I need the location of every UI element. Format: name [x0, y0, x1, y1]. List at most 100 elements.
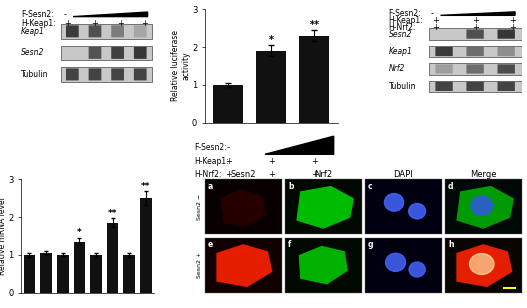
Text: *: *: [77, 228, 82, 237]
Ellipse shape: [471, 196, 493, 215]
FancyBboxPatch shape: [89, 25, 101, 37]
FancyBboxPatch shape: [61, 46, 152, 60]
FancyBboxPatch shape: [111, 68, 124, 80]
Polygon shape: [73, 12, 148, 17]
Text: F-Sesn2:: F-Sesn2:: [194, 143, 227, 152]
Text: Tubulin: Tubulin: [21, 70, 48, 79]
Bar: [107, 223, 119, 293]
FancyBboxPatch shape: [428, 46, 522, 57]
Text: *: *: [269, 35, 274, 45]
FancyBboxPatch shape: [134, 47, 147, 59]
FancyBboxPatch shape: [466, 82, 484, 91]
Text: Sesn2: Sesn2: [21, 48, 44, 57]
Ellipse shape: [409, 262, 425, 277]
Y-axis label: Relative mRNA level: Relative mRNA level: [0, 197, 7, 275]
Text: +: +: [225, 156, 232, 166]
Text: Sesn2: Sesn2: [388, 30, 412, 38]
Polygon shape: [441, 12, 515, 15]
Text: +: +: [472, 23, 479, 32]
Text: +: +: [91, 19, 97, 28]
FancyBboxPatch shape: [435, 47, 453, 56]
Text: H-Nrf2:: H-Nrf2:: [388, 23, 416, 32]
Ellipse shape: [470, 253, 494, 274]
Text: F-Sesn2:: F-Sesn2:: [388, 9, 421, 18]
Text: h: h: [448, 240, 453, 249]
Bar: [57, 255, 69, 293]
Text: Keap1: Keap1: [21, 27, 45, 36]
Text: +: +: [311, 156, 318, 166]
Text: b: b: [288, 182, 294, 191]
Text: -: -: [227, 143, 230, 152]
FancyBboxPatch shape: [435, 64, 453, 74]
Text: **: **: [108, 209, 118, 217]
Text: +: +: [472, 16, 479, 25]
Text: f: f: [288, 240, 291, 249]
Bar: [73, 241, 85, 293]
Text: Tubulin: Tubulin: [388, 82, 416, 91]
Bar: [213, 85, 243, 123]
FancyBboxPatch shape: [497, 82, 515, 91]
FancyBboxPatch shape: [428, 81, 522, 92]
Polygon shape: [296, 186, 354, 229]
Text: -: -: [431, 9, 434, 18]
Text: +: +: [509, 16, 516, 25]
Title: Sesn2: Sesn2: [230, 170, 256, 179]
FancyBboxPatch shape: [66, 68, 79, 80]
FancyBboxPatch shape: [89, 47, 101, 59]
Title: DAPI: DAPI: [393, 170, 413, 179]
Ellipse shape: [408, 204, 426, 219]
Bar: [299, 36, 329, 123]
Text: +: +: [225, 170, 232, 179]
FancyBboxPatch shape: [66, 25, 79, 37]
Text: -: -: [64, 10, 66, 19]
FancyBboxPatch shape: [466, 64, 484, 74]
Text: Nrf2: Nrf2: [388, 64, 405, 74]
Text: **: **: [309, 20, 319, 30]
Polygon shape: [456, 186, 514, 229]
Text: F-Sesn2:: F-Sesn2:: [21, 10, 54, 19]
Text: +: +: [268, 156, 275, 166]
FancyBboxPatch shape: [61, 24, 152, 39]
Polygon shape: [217, 244, 272, 287]
Text: H-Keap1:: H-Keap1:: [21, 19, 56, 28]
Text: Sesn2 −: Sesn2 −: [197, 194, 202, 220]
Text: c: c: [368, 182, 373, 191]
Polygon shape: [220, 189, 266, 226]
FancyBboxPatch shape: [61, 67, 152, 82]
FancyBboxPatch shape: [111, 47, 124, 59]
Polygon shape: [299, 246, 348, 284]
FancyBboxPatch shape: [435, 82, 453, 91]
Bar: [123, 255, 135, 293]
Bar: [24, 255, 35, 293]
FancyBboxPatch shape: [428, 28, 522, 40]
Text: a: a: [208, 182, 213, 191]
Bar: [140, 198, 152, 293]
Ellipse shape: [386, 253, 406, 271]
Title: Nrf2: Nrf2: [314, 170, 333, 179]
Bar: [256, 51, 287, 123]
Bar: [90, 255, 102, 293]
Text: g: g: [368, 240, 374, 249]
Ellipse shape: [384, 193, 404, 211]
FancyBboxPatch shape: [134, 68, 147, 80]
Text: **: **: [141, 182, 151, 191]
Text: H-Keap1:: H-Keap1:: [388, 16, 423, 25]
FancyBboxPatch shape: [134, 25, 147, 37]
FancyBboxPatch shape: [466, 30, 484, 39]
Y-axis label: Relative luciferase
activity: Relative luciferase activity: [171, 30, 190, 101]
Text: d: d: [448, 182, 453, 191]
Text: +: +: [141, 19, 148, 28]
FancyBboxPatch shape: [89, 68, 101, 80]
Text: e: e: [208, 240, 213, 249]
FancyBboxPatch shape: [111, 25, 124, 37]
Text: H-Nrf2:: H-Nrf2:: [194, 170, 222, 179]
Text: +: +: [64, 19, 71, 28]
Polygon shape: [456, 244, 512, 287]
Text: +: +: [509, 23, 516, 32]
Polygon shape: [265, 136, 334, 154]
Text: Keap1: Keap1: [388, 47, 413, 56]
Text: Sesn2 +: Sesn2 +: [197, 252, 202, 278]
Text: +: +: [268, 170, 275, 179]
Text: +: +: [432, 23, 438, 32]
FancyBboxPatch shape: [428, 63, 522, 75]
